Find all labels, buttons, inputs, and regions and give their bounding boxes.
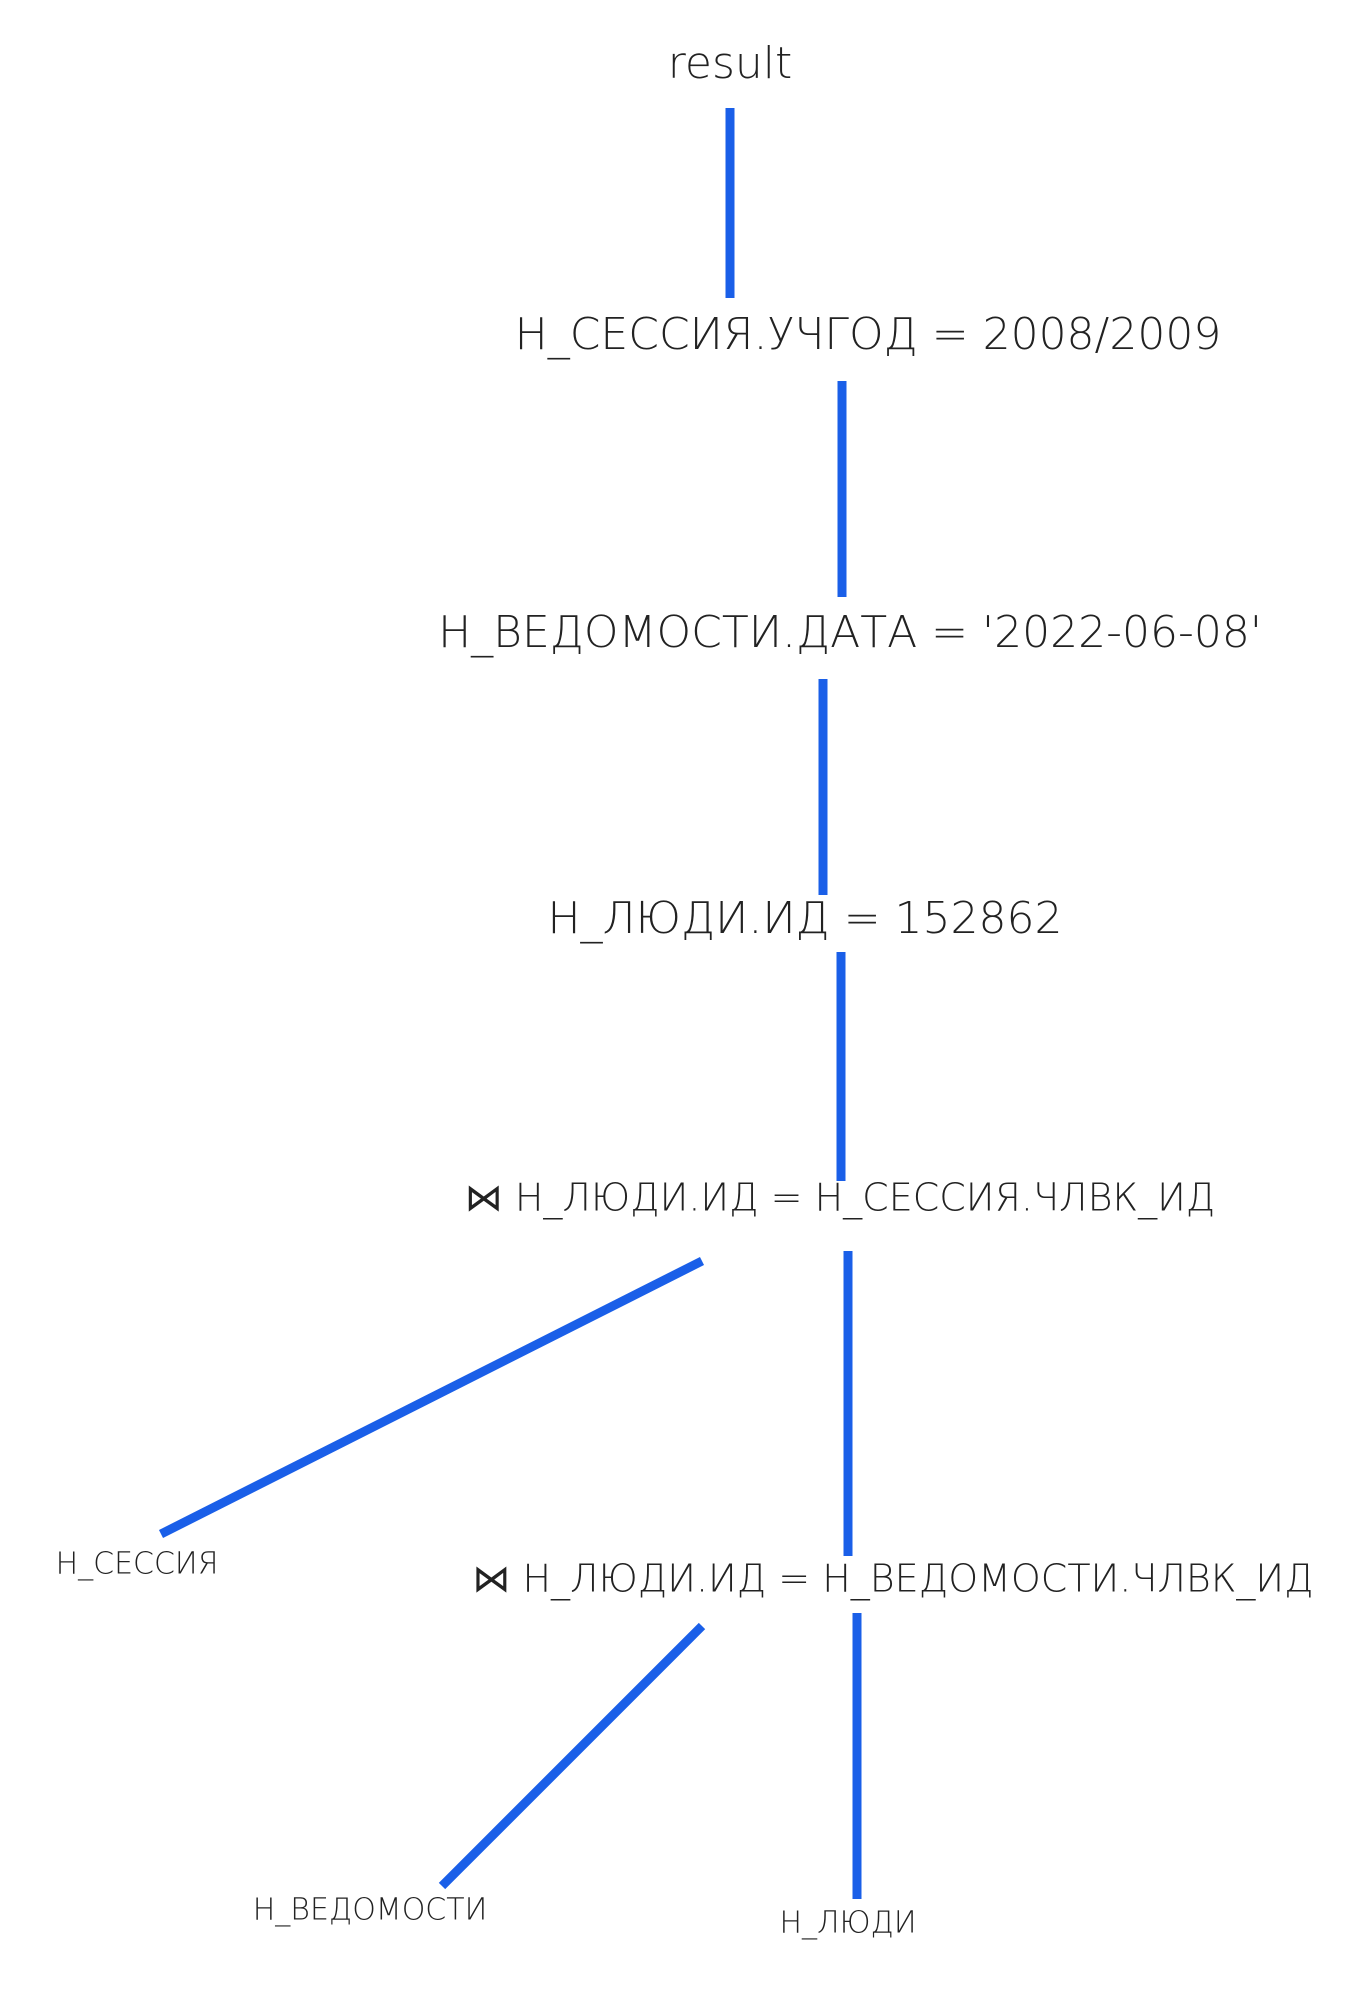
node-label: Н_СЕССИЯ.УЧГОД = 2008/2009	[515, 309, 1222, 360]
node-label: Н_СЕССИЯ	[56, 1547, 219, 1582]
node-label: Н_ВЕДОМОСТИ	[253, 1893, 487, 1928]
node-label: Н_ЛЮДИ.ИД = 152862	[547, 893, 1062, 944]
edge	[438, 1622, 706, 1890]
edge	[158, 1256, 705, 1539]
node-label: Н_ВЕДОМОСТИ.ДАТА = '2022-06-08'	[438, 607, 1262, 658]
node-label: Н_ЛЮДИ	[780, 1906, 917, 1941]
node-label: ⋈ Н_ЛЮДИ.ИД = Н_ВЕДОМОСТИ.ЧЛВК_ИД	[472, 1557, 1313, 1602]
node-label: result	[668, 38, 792, 89]
node-label: ⋈ Н_ЛЮДИ.ИД = Н_СЕССИЯ.ЧЛВК_ИД	[465, 1176, 1216, 1221]
